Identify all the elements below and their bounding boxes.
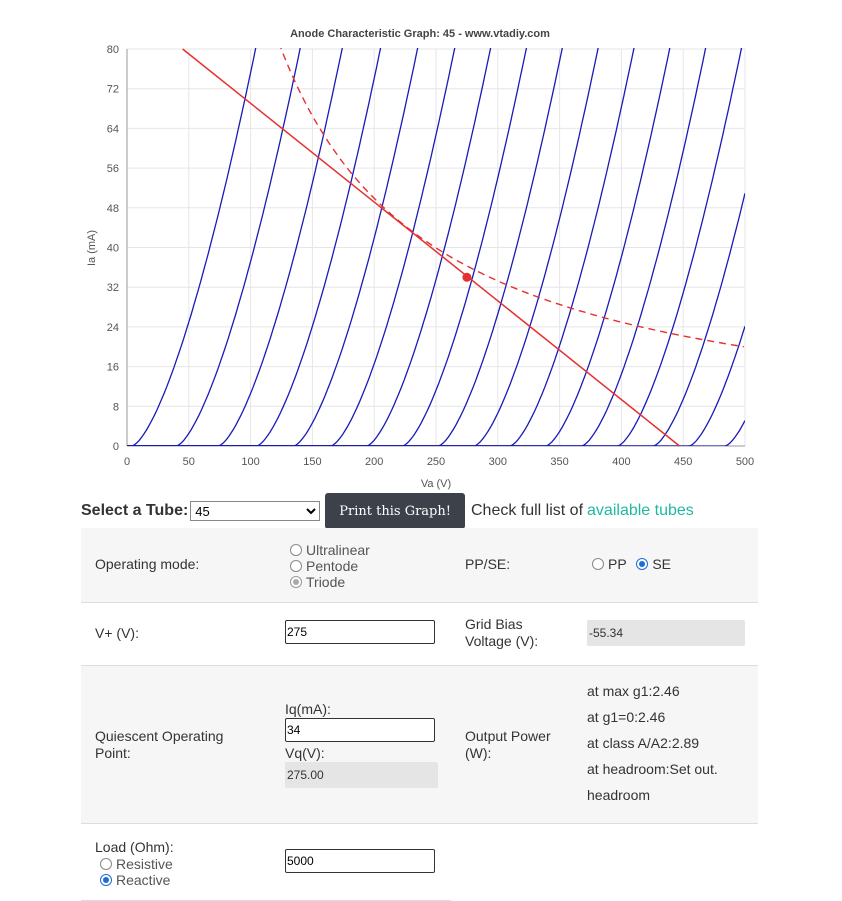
load-label: Load (Ohm):	[95, 839, 174, 855]
y-tick-label-5: 40	[107, 243, 119, 255]
radio-se[interactable]	[636, 558, 649, 571]
x-tick-label-6: 300	[489, 456, 507, 468]
mode-option-pentode[interactable]: Pentode	[290, 558, 370, 574]
power-max-g1: at max g1:2.46	[587, 683, 680, 699]
load-option-resistive[interactable]: Resistive	[100, 856, 173, 872]
anode-curve-1	[127, 48, 301, 446]
pp-se-options: PP SE	[592, 556, 671, 572]
quiescent-row: Quiescent Operating Point: Iq(mA): Vq(V)…	[81, 666, 758, 824]
anode-curve-12	[127, 48, 707, 446]
load-option-reactive[interactable]: Reactive	[100, 872, 173, 888]
x-tick-label-3: 150	[303, 456, 321, 468]
radio-ultralinear[interactable]	[290, 544, 302, 557]
pp-se-label: PP/SE:	[465, 556, 511, 572]
y-tick-label-7: 56	[107, 163, 119, 175]
y-tick-label-2: 16	[107, 362, 119, 374]
operating-mode-row: Operating mode: Ultralinear Pentode Trio…	[81, 528, 758, 603]
se-label: SE	[652, 556, 672, 572]
operating-mode-label: Operating mode:	[95, 556, 200, 572]
x-tick-label-2: 100	[241, 456, 259, 468]
y-tick-label-6: 48	[107, 203, 119, 215]
radio-resistive[interactable]	[100, 858, 112, 871]
x-tick-label-7: 350	[550, 456, 568, 468]
x-tick-label-9: 450	[674, 456, 692, 468]
mode-option-triode[interactable]: Triode	[290, 574, 370, 590]
chart-svg: 0 50 100 150 200 250 300 350 400 450 500 0 8 16 24 32 40…	[86, 28, 754, 490]
grid-bias-label: Grid Bias Voltage (V):	[465, 616, 539, 649]
iq-input[interactable]	[285, 718, 435, 742]
resistive-label: Resistive	[116, 856, 173, 872]
grid-bias-value: -55.34	[587, 620, 745, 646]
ultralinear-label: Ultralinear	[306, 542, 370, 558]
print-graph-button[interactable]: Print this Graph!	[325, 493, 465, 529]
pp-label: PP	[608, 556, 627, 572]
y-tick-label-4: 32	[107, 282, 119, 294]
x-tick-label-5: 250	[427, 456, 445, 468]
load-input[interactable]	[285, 849, 435, 873]
power-class-a: at class A/A2:2.89	[587, 735, 700, 751]
vq-label: Vq(V):	[285, 745, 325, 761]
anode-curve-11	[127, 48, 671, 446]
check-list-text: Check full list of	[470, 502, 584, 519]
select-tube-label: Select a Tube:	[81, 502, 189, 519]
triode-label: Triode	[306, 574, 346, 590]
vplus-row: V+ (V): Grid Bias Voltage (V): -55.34	[81, 603, 758, 666]
y-tick-label-0: 0	[113, 441, 119, 453]
y-tick-label-9: 72	[107, 84, 119, 96]
y-tick-label-3: 24	[107, 322, 119, 334]
iq-label: Iq(mA):	[285, 701, 331, 717]
anode-curve-5	[127, 48, 456, 446]
y-tick-label-10: 80	[107, 44, 119, 56]
vplus-label: V+ (V):	[95, 625, 139, 641]
tube-select[interactable]: 45	[190, 501, 321, 521]
anode-curve-2	[127, 48, 343, 446]
y-tick-label-8: 64	[107, 123, 119, 135]
power-g1-zero: at g1=0:2.46	[587, 709, 666, 725]
y-tick-label-1: 8	[113, 401, 119, 413]
chart-title: Anode Characteristic Graph: 45 - www.vta…	[290, 28, 550, 40]
power-curve	[280, 48, 744, 348]
anode-curve-6	[127, 48, 492, 446]
x-axis-label: Va (V)	[421, 478, 451, 490]
tube-controls: Select a Tube: 45 Print this Graph! Chec…	[81, 493, 781, 529]
power-headroom-cont: headroom	[587, 787, 651, 803]
reactive-label: Reactive	[116, 872, 171, 888]
anode-curve-13	[127, 48, 743, 446]
mode-options: Ultralinear Pentode Triode	[290, 542, 370, 590]
x-tick-label-0: 0	[124, 456, 130, 468]
load-row: Load (Ohm): Resistive Reactive	[81, 824, 451, 901]
vq-value: 275.00	[285, 762, 438, 788]
y-axis-label: Ia (mA)	[86, 230, 98, 266]
power-headroom: at headroom:Set out.	[587, 761, 718, 777]
quiescent-label: Quiescent Operating Point:	[95, 728, 224, 761]
x-tick-label-8: 400	[612, 456, 630, 468]
vplus-input[interactable]	[285, 620, 435, 644]
anode-curve-7	[127, 48, 528, 446]
operating-point	[462, 272, 472, 282]
radio-pp[interactable]	[592, 558, 604, 571]
x-tick-label-4: 200	[365, 456, 383, 468]
output-power-label: Output Power (W):	[465, 728, 551, 761]
mode-option-ultralinear[interactable]: Ultralinear	[290, 542, 370, 558]
output-power-values: at max g1:2.46 at g1=0:2.46 at class A/A…	[587, 678, 718, 808]
x-tick-label-1: 50	[183, 456, 195, 468]
anode-characteristic-chart: 0 50 100 150 200 250 300 350 400 450 500 0 8 16 24 32 40…	[86, 28, 754, 490]
radio-reactive[interactable]	[100, 874, 112, 887]
load-type-options: Resistive Reactive	[100, 856, 173, 888]
radio-pentode[interactable]	[290, 560, 302, 573]
load-line	[182, 48, 680, 447]
radio-triode[interactable]	[290, 576, 302, 589]
x-tick-label-10: 500	[736, 456, 754, 468]
pentode-label: Pentode	[306, 558, 359, 574]
anode-curve-0	[127, 48, 257, 446]
available-tubes-link[interactable]: available tubes	[587, 502, 694, 519]
